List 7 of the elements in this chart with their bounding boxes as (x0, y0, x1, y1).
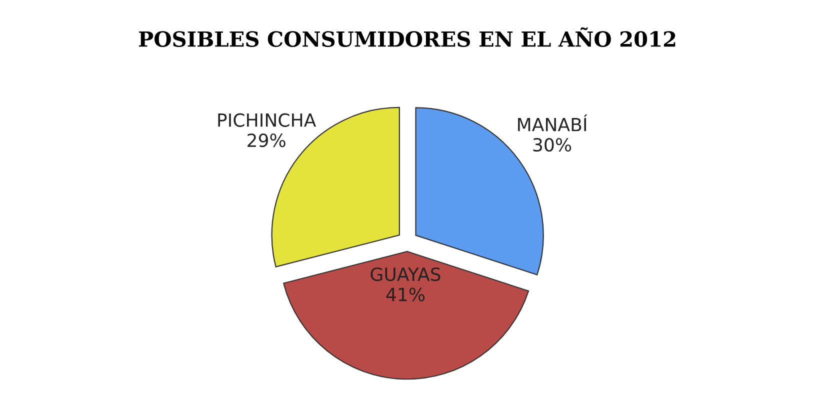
data-label: 30% (533, 138, 572, 152)
data-label: 41% (386, 288, 425, 302)
slice-label: GUAYAS (370, 267, 440, 282)
data-label: 29% (248, 134, 286, 148)
slice-label: MANABÍ (518, 114, 588, 132)
chart-title: POSIBLES CONSUMIDORES EN EL AÑO 2012 (138, 27, 676, 47)
slice-label: PICHINCHA (218, 113, 316, 127)
